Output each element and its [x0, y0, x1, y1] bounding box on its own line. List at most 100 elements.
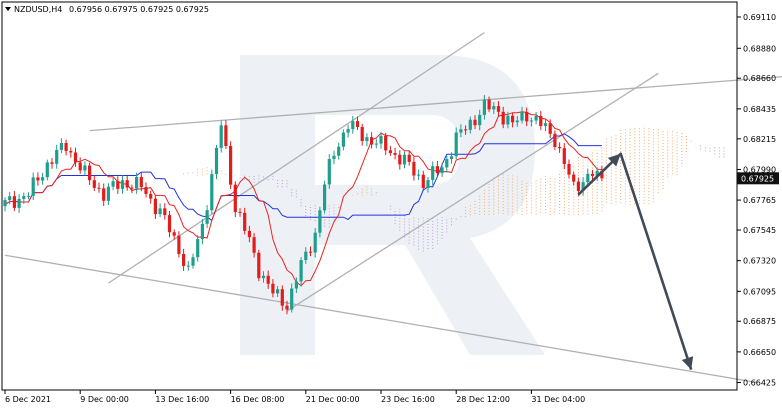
candle — [271, 279, 275, 298]
candle-body — [346, 129, 350, 133]
y-tick-label: 0.68880 — [743, 44, 776, 53]
candle-body — [252, 237, 256, 253]
candle — [487, 96, 491, 113]
candle — [421, 170, 425, 191]
y-tick-label: 0.68435 — [743, 105, 776, 114]
y-tick-label: 0.66425 — [743, 379, 776, 388]
candle — [135, 172, 139, 194]
candle-body — [487, 99, 491, 110]
candle-body — [290, 288, 294, 310]
candle-body — [285, 305, 289, 310]
candle-body — [435, 166, 439, 174]
candle — [506, 111, 510, 129]
candle-body — [12, 196, 16, 208]
candle-body — [600, 170, 604, 179]
candle — [562, 143, 566, 170]
candle — [327, 154, 331, 190]
candle-body — [539, 115, 543, 126]
candle-body — [313, 232, 317, 253]
candle — [370, 132, 374, 149]
candle-body — [257, 252, 261, 279]
candle-body — [83, 165, 87, 171]
chart-header: NZDUSD,H4 0.67956 0.67975 0.67925 0.6792… — [5, 5, 209, 14]
chart-frame — [1, 1, 738, 391]
candle — [106, 183, 110, 205]
candle — [196, 235, 200, 262]
candle-body — [327, 159, 331, 185]
candle-body — [120, 180, 125, 189]
candle — [233, 181, 237, 218]
candle — [280, 285, 284, 311]
candle-body — [468, 119, 472, 130]
candle — [41, 172, 45, 185]
candle — [304, 247, 308, 264]
candle — [8, 191, 12, 205]
channel-lower-line — [4, 254, 758, 384]
candle — [31, 172, 35, 201]
candle — [276, 285, 280, 297]
candle-body — [304, 251, 308, 261]
watermark-logo — [240, 55, 545, 355]
kijun-sen-line — [4, 133, 602, 222]
candle-body — [351, 121, 355, 130]
candle — [468, 116, 472, 134]
candle — [153, 194, 157, 219]
candle — [586, 168, 590, 186]
x-tick-label: 23 Dec 16:00 — [381, 395, 435, 404]
candle — [529, 117, 533, 127]
candle — [464, 125, 468, 135]
candle-body — [196, 239, 200, 258]
candle-body — [525, 112, 529, 122]
candle — [158, 203, 162, 218]
candle-body — [454, 132, 458, 157]
candle — [496, 101, 501, 117]
candle — [210, 169, 214, 214]
candle — [88, 162, 92, 186]
candle — [247, 225, 251, 243]
x-tick-label: 21 Dec 00:00 — [306, 395, 360, 404]
candle — [482, 95, 486, 120]
candle-body — [492, 106, 496, 110]
candle — [341, 129, 345, 151]
symbol-timeframe-label: NZDUSD,H4 — [14, 5, 62, 14]
candle — [501, 106, 505, 129]
candle-body — [55, 149, 59, 164]
candle-body — [125, 180, 129, 188]
forecast-arrow — [577, 152, 694, 371]
candle-body — [139, 177, 143, 188]
candle-body — [271, 283, 275, 294]
candle — [139, 171, 143, 192]
candle-body — [562, 148, 566, 164]
candle-body — [398, 154, 402, 165]
candle — [567, 159, 571, 179]
candle-body — [501, 111, 505, 125]
candle-body — [45, 162, 49, 178]
candle-body — [111, 181, 115, 187]
symbol-dropdown-icon[interactable] — [5, 7, 11, 11]
candle-body — [426, 179, 430, 188]
candle — [3, 197, 7, 212]
candle — [219, 120, 223, 153]
candle-body — [445, 159, 449, 168]
candle — [45, 159, 49, 181]
candle-body — [337, 146, 341, 156]
candle-body — [412, 161, 416, 176]
x-tick-label: 16 Dec 08:00 — [231, 395, 285, 404]
y-tick-label: 0.69110 — [743, 13, 776, 22]
candle — [120, 175, 125, 194]
candle-body — [88, 165, 92, 181]
candle-body — [299, 260, 303, 282]
candle-body — [229, 145, 233, 185]
candle-body — [261, 275, 266, 279]
candle-body — [36, 177, 40, 181]
candle — [294, 277, 298, 294]
candle — [318, 207, 322, 238]
candle-body — [553, 133, 557, 147]
candle-body — [106, 186, 110, 201]
candle — [285, 300, 289, 315]
candle — [97, 182, 101, 193]
candle — [426, 176, 430, 193]
candle-body — [224, 125, 228, 146]
candle — [346, 124, 350, 138]
candle — [539, 110, 543, 130]
